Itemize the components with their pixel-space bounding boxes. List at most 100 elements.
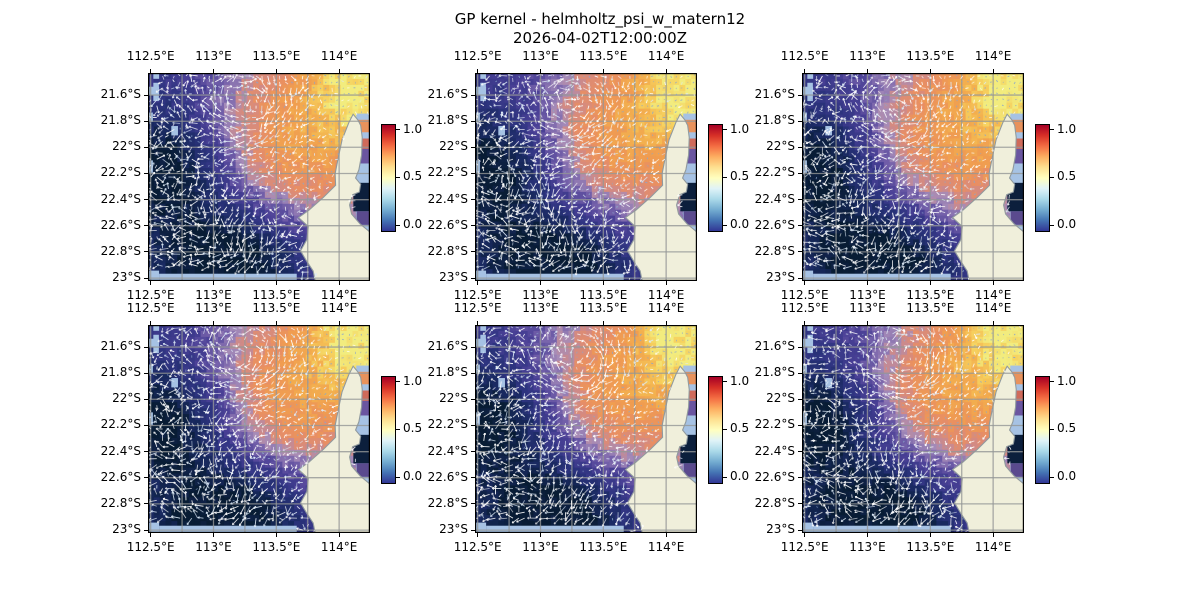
- x-tick-label-top-r1c0: 113°E: [195, 301, 232, 315]
- x-tick-label-bottom-r0c2: 112.5°E: [780, 288, 829, 302]
- x-tick-label-top-r1c1: 113°E: [522, 301, 559, 315]
- x-tick-mark-bottom-r1c0: [275, 533, 277, 537]
- x-tick-label-top-r0c1: 113°E: [522, 49, 559, 63]
- y-tick-mark-r0c1: [471, 172, 475, 174]
- y-tick-label-r0c1: 22.6°S: [427, 217, 468, 232]
- x-tick-label-top-r0c1: 114°E: [647, 49, 685, 63]
- colorbar-tick-label-r0c2: 1.0: [1057, 121, 1077, 136]
- colorbar-tick-label-r0c2: 0.5: [1057, 169, 1077, 183]
- colorbar-tick-label-r1c1: 0.0: [730, 469, 750, 484]
- x-tick-mark-top-r0c1: [665, 69, 667, 73]
- x-tick-mark-top-r0c0: [212, 69, 214, 73]
- y-tick-mark-r1c0: [144, 451, 148, 453]
- colorbar-tick-mark-r0c0: [396, 176, 400, 178]
- y-tick-label-r0c0: 22.8°S: [100, 243, 141, 258]
- y-tick-mark-r1c1: [471, 477, 475, 479]
- colorbar-tick-mark-r0c2: [1050, 176, 1054, 178]
- y-tick-mark-r0c0: [144, 251, 148, 253]
- colorbar-r0c2: [1035, 124, 1050, 232]
- y-tick-label-r1c1: 22.8°S: [427, 495, 468, 510]
- x-tick-mark-top-r0c2: [992, 69, 994, 73]
- x-tick-label-top-r1c0: 114°E: [320, 301, 358, 315]
- y-tick-mark-r0c2: [798, 172, 802, 174]
- x-tick-mark-top-r1c0: [150, 321, 152, 325]
- x-tick-label-bottom-r1c2: 113.5°E: [906, 540, 955, 554]
- x-tick-label-bottom-r0c1: 113°E: [522, 288, 559, 302]
- y-tick-label-r1c2: 22°S: [766, 391, 795, 406]
- colorbar-tick-label-r1c1: 0.5: [730, 421, 750, 435]
- x-tick-mark-bottom-r1c1: [602, 533, 604, 537]
- x-tick-label-bottom-r1c2: 112.5°E: [780, 540, 829, 554]
- x-tick-mark-bottom-r0c2: [804, 281, 806, 285]
- y-tick-mark-r0c1: [471, 277, 475, 279]
- colorbar-tick-label-r0c1: 0.0: [730, 217, 750, 232]
- x-tick-label-top-r1c2: 113.5°E: [906, 301, 955, 315]
- y-tick-label-r0c2: 21.8°S: [754, 113, 795, 128]
- colorbar-tick-mark-r1c2: [1050, 428, 1054, 430]
- map-canvas-r0c1: [475, 73, 697, 281]
- colorbar-tick-label-r0c2: 0.0: [1057, 217, 1077, 232]
- x-tick-mark-top-r1c0: [275, 321, 277, 325]
- x-tick-mark-top-r0c1: [539, 69, 541, 73]
- y-tick-label-r0c2: 22.4°S: [754, 191, 795, 206]
- x-tick-mark-bottom-r1c2: [804, 533, 806, 537]
- y-tick-mark-r1c0: [144, 372, 148, 374]
- colorbar-tick-mark-r1c0: [396, 381, 400, 383]
- x-tick-mark-top-r0c1: [602, 69, 604, 73]
- y-tick-mark-r0c2: [798, 94, 802, 96]
- colorbar-r1c0: [381, 376, 396, 484]
- colorbar-tick-mark-r1c0: [396, 428, 400, 430]
- y-tick-label-r1c1: 22.6°S: [427, 469, 468, 484]
- colorbar-tick-label-r1c0: 0.5: [403, 421, 423, 435]
- y-tick-mark-r0c1: [471, 94, 475, 96]
- x-tick-label-bottom-r0c0: 112.5°E: [126, 288, 175, 302]
- y-tick-mark-r1c2: [798, 372, 802, 374]
- y-tick-mark-r1c2: [798, 477, 802, 479]
- y-tick-mark-r1c2: [798, 398, 802, 400]
- y-tick-label-r1c2: 22.6°S: [754, 469, 795, 484]
- y-tick-mark-r1c0: [144, 503, 148, 505]
- y-tick-label-r1c2: 22.2°S: [754, 417, 795, 432]
- y-tick-mark-r0c1: [471, 251, 475, 253]
- colorbar-tick-mark-r0c2: [1050, 129, 1054, 131]
- x-tick-label-bottom-r1c0: 114°E: [320, 540, 358, 554]
- x-tick-label-top-r1c0: 112.5°E: [126, 301, 175, 315]
- x-tick-label-top-r0c0: 113.5°E: [252, 49, 301, 63]
- y-tick-mark-r1c2: [798, 346, 802, 348]
- y-tick-label-r1c0: 22.6°S: [100, 469, 141, 484]
- x-tick-label-top-r1c2: 112.5°E: [780, 301, 829, 315]
- x-tick-mark-bottom-r1c0: [338, 533, 340, 537]
- x-tick-label-top-r1c1: 113.5°E: [579, 301, 628, 315]
- y-tick-label-r0c0: 21.8°S: [100, 113, 141, 128]
- x-tick-label-top-r0c2: 113°E: [849, 49, 886, 63]
- y-tick-mark-r1c2: [798, 451, 802, 453]
- x-tick-label-bottom-r0c0: 113.5°E: [252, 288, 301, 302]
- x-tick-mark-bottom-r1c1: [539, 533, 541, 537]
- y-tick-label-r0c0: 21.6°S: [100, 87, 141, 102]
- x-tick-label-top-r1c2: 114°E: [974, 301, 1012, 315]
- x-tick-label-top-r0c0: 114°E: [320, 49, 358, 63]
- y-tick-label-r0c1: 23°S: [439, 270, 468, 285]
- y-tick-mark-r0c2: [798, 225, 802, 227]
- colorbar-tick-mark-r1c2: [1050, 381, 1054, 383]
- y-tick-mark-r0c0: [144, 199, 148, 201]
- x-tick-label-bottom-r0c1: 114°E: [647, 288, 685, 302]
- x-tick-mark-bottom-r0c1: [602, 281, 604, 285]
- x-tick-label-bottom-r1c1: 112.5°E: [453, 540, 502, 554]
- map-canvas-r1c1: [475, 325, 697, 533]
- y-tick-mark-r1c1: [471, 398, 475, 400]
- y-tick-label-r1c1: 21.8°S: [427, 365, 468, 380]
- figure-title: GP kernel - helmholtz_psi_w_matern12: [454, 10, 746, 28]
- y-tick-label-r1c2: 22.4°S: [754, 443, 795, 458]
- x-tick-mark-bottom-r1c2: [992, 533, 994, 537]
- x-tick-label-top-r1c2: 113°E: [849, 301, 886, 315]
- x-tick-mark-bottom-r0c0: [150, 281, 152, 285]
- x-tick-mark-bottom-r1c2: [866, 533, 868, 537]
- colorbar-tick-mark-r0c1: [723, 129, 727, 131]
- y-tick-label-r1c2: 22.8°S: [754, 495, 795, 510]
- x-tick-mark-top-r1c2: [804, 321, 806, 325]
- x-tick-label-top-r0c2: 112.5°E: [780, 49, 829, 63]
- colorbar-tick-mark-r1c1: [723, 428, 727, 430]
- x-tick-mark-bottom-r1c2: [929, 533, 931, 537]
- x-tick-label-top-r1c1: 114°E: [647, 301, 685, 315]
